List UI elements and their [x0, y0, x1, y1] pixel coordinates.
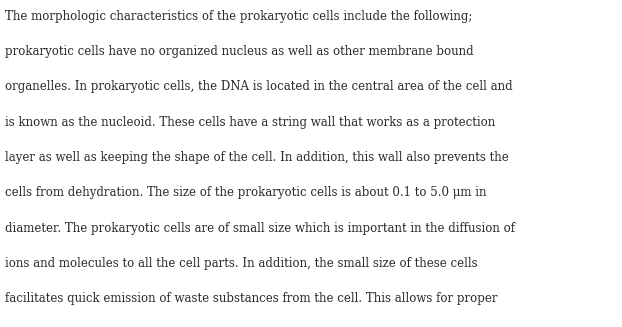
- Text: cells from dehydration. The size of the prokaryotic cells is about 0.1 to 5.0 μm: cells from dehydration. The size of the …: [5, 186, 486, 199]
- Text: facilitates quick emission of waste substances from the cell. This allows for pr: facilitates quick emission of waste subs…: [5, 292, 498, 305]
- Text: diameter. The prokaryotic cells are of small size which is important in the diff: diameter. The prokaryotic cells are of s…: [5, 222, 515, 235]
- Text: is known as the nucleoid. These cells have a string wall that works as a protect: is known as the nucleoid. These cells ha…: [5, 116, 495, 129]
- Text: prokaryotic cells have no organized nucleus as well as other membrane bound: prokaryotic cells have no organized nucl…: [5, 45, 473, 58]
- Text: ions and molecules to all the cell parts. In addition, the small size of these c: ions and molecules to all the cell parts…: [5, 257, 478, 270]
- Text: The morphologic characteristics of the prokaryotic cells include the following;: The morphologic characteristics of the p…: [5, 10, 472, 23]
- Text: organelles. In prokaryotic cells, the DNA is located in the central area of the : organelles. In prokaryotic cells, the DN…: [5, 80, 513, 94]
- Text: layer as well as keeping the shape of the cell. In addition, this wall also prev: layer as well as keeping the shape of th…: [5, 151, 509, 164]
